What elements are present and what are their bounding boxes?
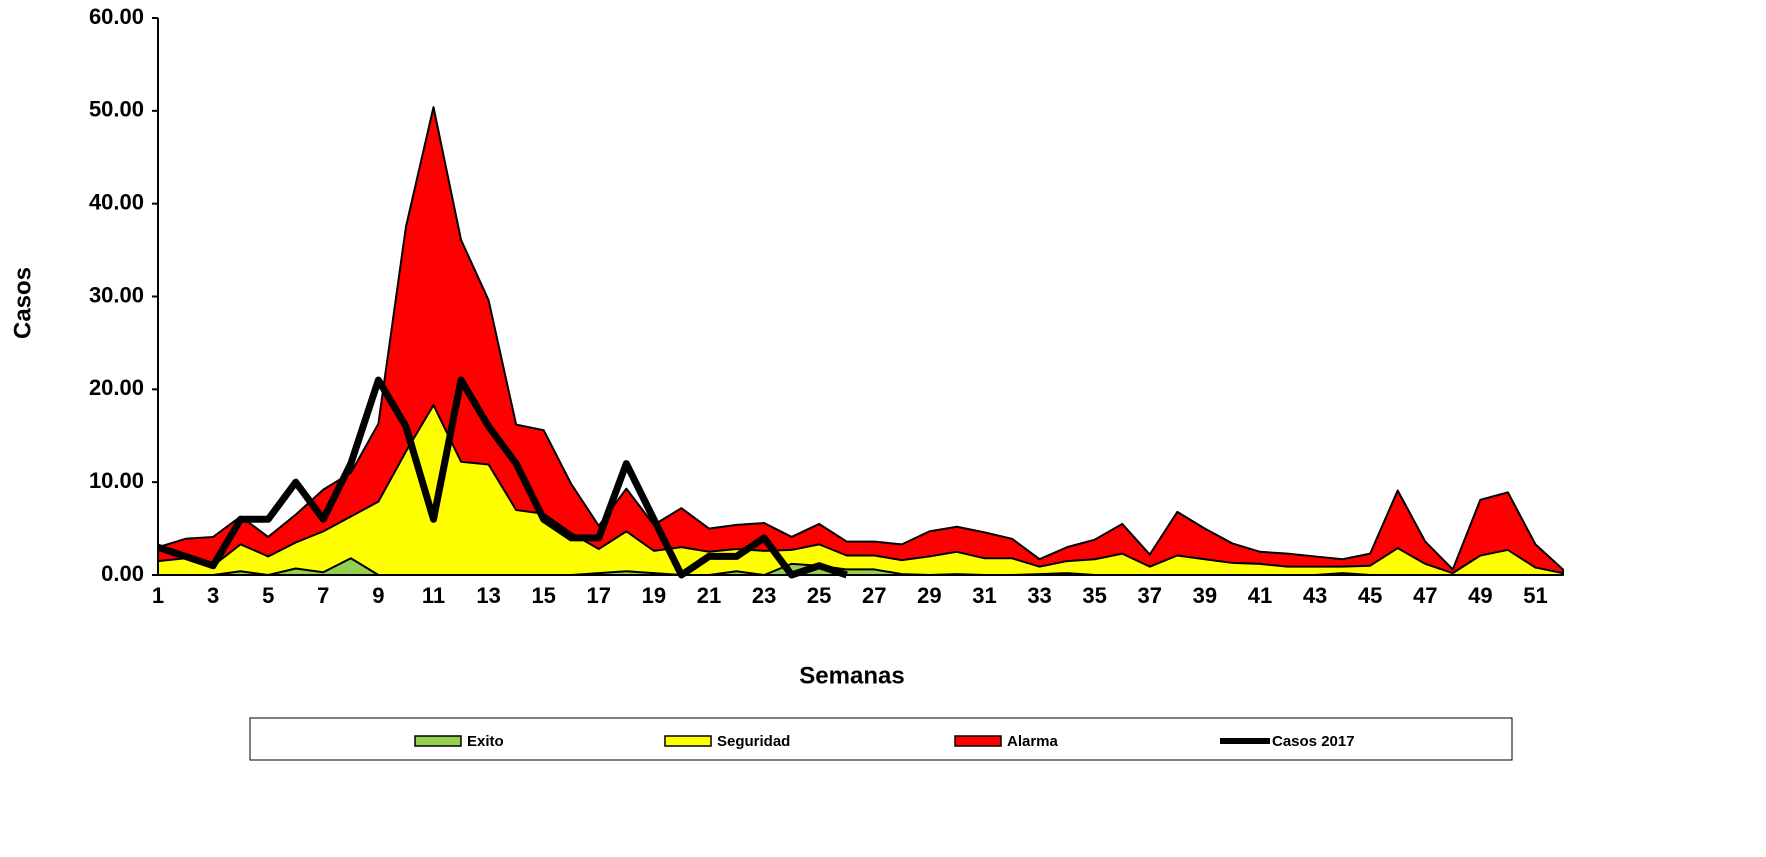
- x-tick-label: 25: [807, 583, 831, 608]
- line: [156, 376, 848, 579]
- x-tick-label: 41: [1248, 583, 1272, 608]
- x-tick-label: 29: [917, 583, 941, 608]
- x-tick-label: 51: [1523, 583, 1547, 608]
- x-tick-label: 11: [422, 583, 445, 608]
- x-tick-label: 47: [1413, 583, 1437, 608]
- x-tick-label: 27: [862, 583, 886, 608]
- x-axis-label: Semanas: [799, 662, 904, 689]
- y-tick-label: 60.00: [89, 4, 144, 29]
- legend-label: Seguridad: [717, 733, 790, 750]
- area: [157, 404, 1564, 576]
- y-tick-label: 20.00: [89, 375, 144, 400]
- x-tick-label: 19: [642, 583, 666, 608]
- x-tick-label: 35: [1082, 583, 1106, 608]
- x-tick-label: 3: [207, 583, 219, 608]
- x-tick-label: 9: [372, 583, 384, 608]
- legend-swatch: [414, 735, 462, 747]
- x-tick-label: 37: [1138, 583, 1162, 608]
- x-tick-label: 7: [317, 583, 329, 608]
- x-tick-label: 21: [697, 583, 721, 608]
- legend-label: Alarma: [1007, 733, 1059, 750]
- x-tick-label: 43: [1303, 583, 1327, 608]
- x-tick-label: 45: [1358, 583, 1382, 608]
- legend-swatch: [664, 735, 712, 747]
- x-tick-label: 39: [1193, 583, 1217, 608]
- y-tick-label: 10.00: [89, 468, 144, 493]
- x-tick-label: 23: [752, 583, 776, 608]
- x-tick-label: 5: [262, 583, 274, 608]
- y-axis-label: Casos: [9, 267, 36, 339]
- y-tick-label: 0.00: [101, 561, 144, 586]
- y-tick-label: 40.00: [89, 189, 144, 214]
- legend-swatch: [954, 735, 1002, 747]
- area: [157, 106, 1564, 576]
- y-tick-label: 30.00: [89, 282, 144, 307]
- x-tick-label: 33: [1027, 583, 1051, 608]
- legend-label: Exito: [467, 733, 504, 750]
- y-tick-label: 50.00: [89, 97, 144, 122]
- x-tick-label: 49: [1468, 583, 1492, 608]
- x-tick-label: 1: [152, 583, 164, 608]
- x-tick-label: 13: [476, 583, 500, 608]
- x-tick-label: 17: [587, 583, 611, 608]
- legend-label: Casos 2017: [1272, 733, 1355, 750]
- x-tick-label: 31: [972, 583, 996, 608]
- x-tick-label: 15: [531, 583, 555, 608]
